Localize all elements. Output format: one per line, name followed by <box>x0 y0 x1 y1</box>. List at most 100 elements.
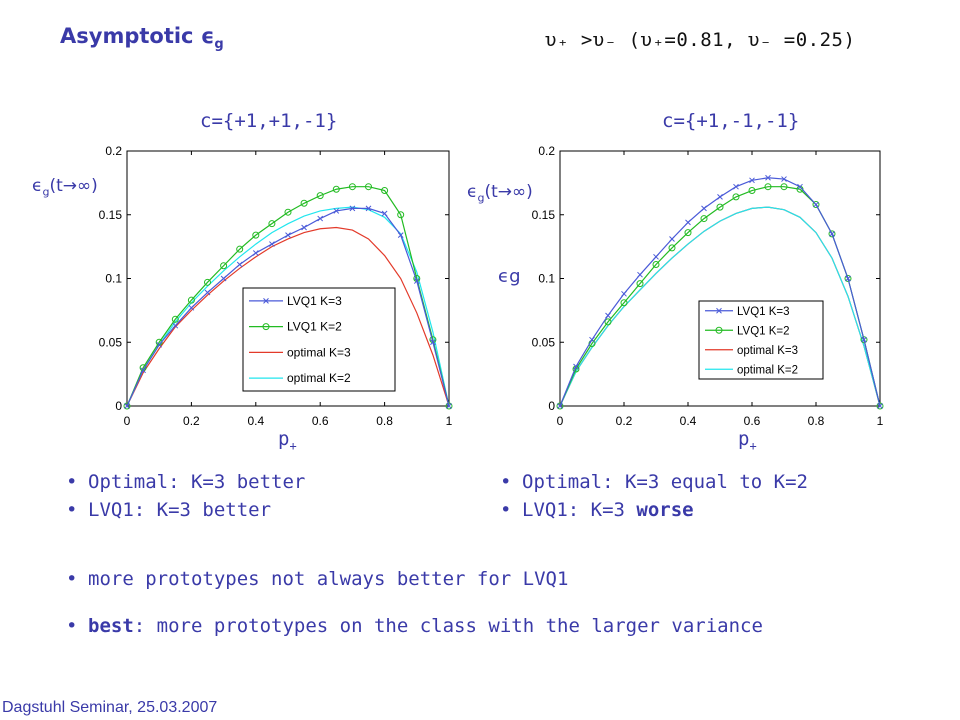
chart-right-point <box>845 275 851 282</box>
chart-left-point <box>268 220 276 228</box>
chart-right-legend <box>698 300 824 380</box>
chart-right-point <box>749 177 755 184</box>
chart-left-point <box>236 261 243 268</box>
bullet-right-2-bold: worse <box>636 499 694 521</box>
chart-left-point <box>123 402 131 410</box>
slide-title-eps: ϵ <box>200 24 215 48</box>
chart-left-point <box>446 403 452 409</box>
chart-right-point <box>828 230 836 238</box>
chart-right-point <box>748 187 756 195</box>
variance-header: υ₊ >υ₋ (υ₊=0.81, υ₋ =0.25) <box>545 29 856 51</box>
chart-left-point <box>365 205 372 212</box>
chart-right-xtick-label: 0.4 <box>680 414 697 428</box>
chart-right-xtick-label: 1 <box>877 414 884 428</box>
chart-left-point <box>397 232 404 239</box>
chart-right-ytick-label: 0 <box>548 399 555 413</box>
chart-left-xtick-label: 0.2 <box>183 414 200 428</box>
chart-right-point <box>621 290 627 297</box>
chart-right-point <box>604 318 612 326</box>
chart-right-xtick-label: 0 <box>557 414 564 428</box>
bullet-glyph: • <box>66 615 78 637</box>
chart-right-point <box>684 229 692 237</box>
bullet-left-1: • Optimal: K=3 better <box>66 471 305 493</box>
bullet-glyph: • <box>66 499 78 521</box>
chart-left-point <box>204 289 211 296</box>
bullet-more-text: more prototypes not always better for LV… <box>88 568 569 590</box>
chart-left-ytick-label: 0.2 <box>105 144 122 158</box>
footer: Dagstuhl Seminar, 25.03.2007 <box>2 699 218 716</box>
chart-left-ylabel-sub: g <box>42 185 50 199</box>
chart-right-point <box>732 193 740 201</box>
chart-left-xlabel: p+ <box>278 428 297 453</box>
bullet-left-1-text: Optimal: K=3 better <box>88 471 306 493</box>
chart-left-point <box>381 187 389 195</box>
chart-left-point <box>349 205 356 212</box>
chart-right-ytick-label: 0.15 <box>532 208 556 222</box>
chart-left-point <box>397 211 405 219</box>
chart-right-ytick-label: 0.2 <box>538 144 555 158</box>
chart-left-point <box>252 231 260 239</box>
chart-right-point <box>797 183 803 190</box>
chart-left-point <box>333 208 340 214</box>
chart-right-point <box>637 271 643 278</box>
bullet-glyph: • <box>66 471 78 493</box>
chart-left-title: c={+1,+1,-1} <box>200 110 338 132</box>
chart-left-legend-label: LVQ1 K=2 <box>287 320 342 334</box>
chart-left-ytick-label: 0 <box>115 399 122 413</box>
chart-right-xtick-label: 0.6 <box>744 414 761 428</box>
chart-left-point <box>269 241 275 247</box>
chart-right-point <box>701 205 707 212</box>
chart-left-point <box>187 296 195 304</box>
chart-left-point <box>156 341 163 348</box>
chart-right-point <box>605 312 611 319</box>
chart-right-point <box>733 183 739 190</box>
chart-right-point <box>653 253 659 260</box>
chart-right-series-line <box>559 206 881 407</box>
chart-left-ytick-label: 0.05 <box>99 335 123 349</box>
chart-left-point <box>220 262 228 270</box>
chart-left-ylabel-rest: (t→∞) <box>49 176 98 196</box>
chart-right-ylabel-alt: ϵg <box>498 266 521 287</box>
chart-left-series-line <box>126 186 450 407</box>
chart-left-point <box>348 183 356 191</box>
chart-left-legend-label: optimal K=2 <box>287 371 351 385</box>
chart-right-point <box>716 203 724 211</box>
chart-left-point <box>332 185 340 193</box>
chart-left-point <box>204 278 211 286</box>
chart-left-point <box>140 367 146 374</box>
bullet-right-1: • Optimal: K=3 equal to K=2 <box>500 471 808 493</box>
chart-right-point <box>781 176 787 182</box>
chart-left-legend-marker <box>263 298 269 304</box>
chart-right-point <box>685 219 691 226</box>
chart-right-ylabel-sub: g <box>477 191 485 205</box>
bullet-right-1-text: Optimal: K=3 equal to K=2 <box>522 471 808 493</box>
chart-left-ylabel-eps: ϵ <box>32 176 43 196</box>
chart-right-xlabel: p+ <box>738 428 757 453</box>
chart-right-point <box>573 363 579 370</box>
chart-right-point <box>812 201 820 209</box>
chart-left-series-line <box>126 226 450 407</box>
chart-left-legend <box>242 287 396 392</box>
chart-right-point <box>844 275 852 282</box>
chart-left-xtick-label: 0.6 <box>312 414 329 428</box>
chart-right-point <box>668 244 676 252</box>
chart-left-xlabel-sub: + <box>289 438 297 453</box>
chart-left-point <box>445 402 453 410</box>
chart-right-point <box>652 260 660 268</box>
bullet-right-2: • LVQ1: K=3 worse <box>500 499 694 521</box>
chart-left-point <box>236 245 244 253</box>
chart-left-point <box>188 304 195 311</box>
chart-right-ytick-label: 0.05 <box>532 335 556 349</box>
bullet-glyph: • <box>66 568 78 590</box>
chart-left-point <box>413 278 420 284</box>
chart-left-point <box>285 232 291 239</box>
slide-title-text: Asymptotic <box>60 24 194 48</box>
chart-right-title: c={+1,-1,-1} <box>662 110 800 132</box>
chart-right-ylabel-eps: ϵ <box>467 182 478 202</box>
chart-right-point <box>780 183 788 191</box>
chart-left-plot: 0 0.2 0.4 0.6 0.8 1 0 0.05 0.1 0.15 0.2 LVQ1 K=3 LVQ… <box>99 144 453 428</box>
slide-title: Asymptotic ϵg <box>60 24 224 52</box>
bullet-glyph: • <box>500 471 512 493</box>
chart-left-point <box>317 215 324 222</box>
chart-right-point <box>829 231 835 237</box>
